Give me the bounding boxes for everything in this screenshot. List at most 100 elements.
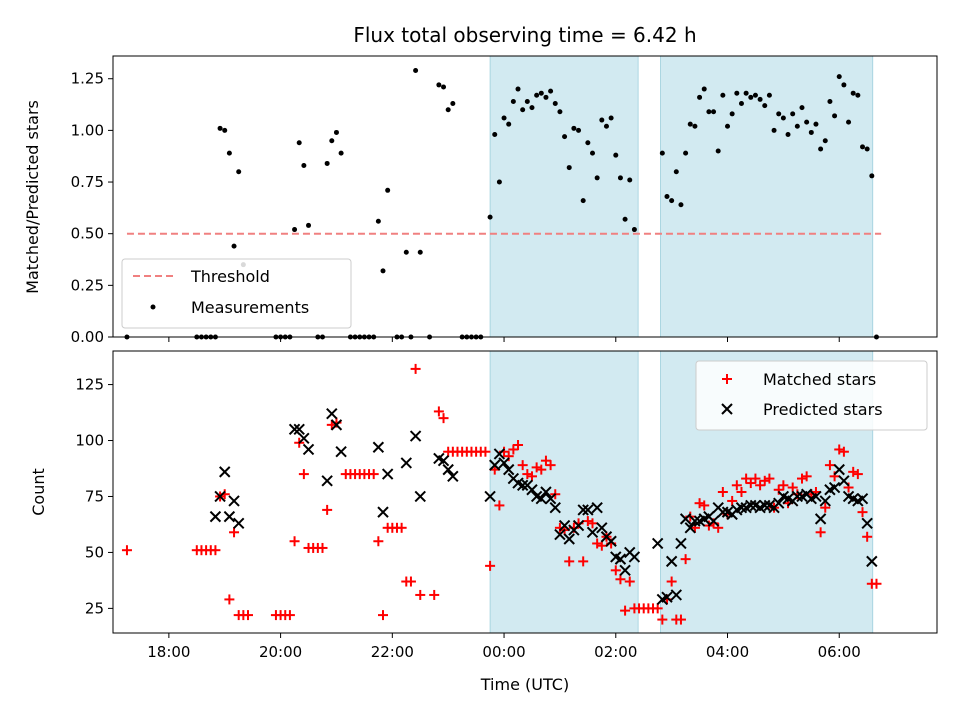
- measurement-point: [613, 152, 619, 158]
- x-tick-label: 04:00: [706, 643, 749, 661]
- measurement-point: [794, 123, 800, 129]
- predicted-stars-point: [437, 454, 450, 467]
- measurement-point: [324, 160, 330, 166]
- matched-stars-point: [801, 471, 812, 482]
- x-tick-label: 00:00: [482, 643, 525, 661]
- ratio-y-tick-label: 0.75: [71, 173, 104, 191]
- matched-stars-point: [815, 527, 826, 538]
- measurement-point: [762, 103, 768, 109]
- predicted-stars-point: [219, 466, 231, 478]
- measurement-point: [729, 111, 735, 117]
- measurement-point: [738, 101, 744, 107]
- predicted-stars-point: [679, 513, 692, 525]
- measurement-point: [217, 125, 223, 131]
- measurement-point: [580, 198, 586, 204]
- predicted-stars-point: [745, 499, 757, 512]
- measurement-point: [860, 144, 866, 150]
- predicted-stars-point: [326, 407, 338, 420]
- predicted-stars-point: [861, 517, 873, 530]
- measurements-legend-label: Measurements: [191, 298, 309, 317]
- predicted-stars-point: [232, 517, 245, 530]
- matched-stars-point: [522, 469, 533, 480]
- matched-stars-point: [433, 406, 444, 417]
- predicted-stars-point: [228, 495, 240, 507]
- measurement-point: [725, 123, 731, 129]
- measurement-point: [375, 218, 381, 224]
- matched-stars-point: [694, 498, 705, 509]
- predicted-legend-x: [721, 403, 733, 415]
- predicted-stars-point: [484, 490, 496, 503]
- matched-stars-point: [736, 487, 747, 497]
- matched-stars-point: [210, 545, 221, 556]
- predicted-stars-point: [661, 591, 673, 603]
- measurement-point: [832, 113, 838, 119]
- predicted-stars-point: [619, 564, 631, 577]
- measurement-point: [631, 227, 637, 233]
- measurement-point: [557, 109, 563, 115]
- matched-stars-point: [540, 455, 551, 466]
- measurement-point: [771, 127, 777, 133]
- matched-stars-point: [592, 538, 603, 549]
- measurement-point: [487, 214, 493, 220]
- predicted-stars-point: [577, 504, 589, 516]
- matched-stars-point: [852, 469, 863, 480]
- measurement-point: [804, 119, 810, 125]
- matched-stars-point: [284, 610, 295, 621]
- measurement-point: [450, 101, 456, 107]
- measurement-point: [236, 169, 242, 175]
- measurement-point: [790, 111, 796, 117]
- measurement-point: [627, 177, 633, 183]
- matched-stars-point: [834, 444, 845, 455]
- measurement-point: [687, 121, 693, 127]
- measurement-point: [711, 109, 717, 115]
- matched-stars-point: [741, 473, 752, 484]
- measurement-point: [785, 132, 791, 138]
- predicted-stars-point: [498, 457, 510, 469]
- measurement-point: [813, 121, 819, 127]
- measurement-point: [715, 148, 721, 154]
- predicted-stars-point: [414, 490, 426, 503]
- matched-stars-point: [838, 446, 849, 457]
- predicted-stars-point: [321, 475, 333, 487]
- measurement-point: [776, 111, 782, 117]
- matched-legend-marker: [722, 374, 732, 384]
- matched-stars-point: [405, 576, 416, 587]
- measurement-point: [799, 105, 805, 111]
- ratio-y-tick-label: 0.00: [71, 328, 104, 346]
- predicted-stars-point: [330, 419, 343, 431]
- matched-stars-point: [796, 473, 807, 484]
- matched-stars-point: [820, 502, 831, 513]
- measurement-point: [510, 98, 516, 104]
- matched-stars-point: [121, 545, 132, 556]
- matched-stars-point: [545, 460, 556, 471]
- measurement-point: [864, 146, 870, 152]
- x-tick-label: 22:00: [371, 643, 414, 661]
- measurement-point: [413, 67, 419, 73]
- predicted-stars-point: [605, 535, 617, 547]
- measurement-point: [333, 129, 339, 135]
- measurement-point: [492, 132, 498, 138]
- measurement-point: [496, 179, 502, 185]
- measurement-point: [562, 134, 568, 140]
- matched-stars-point: [317, 542, 328, 553]
- predicted-stars-point: [223, 510, 236, 523]
- matched-stars-point: [578, 556, 589, 567]
- measurement-point: [529, 105, 535, 111]
- measurement-point: [445, 107, 451, 113]
- measurement-point: [417, 249, 423, 255]
- measurement-point: [706, 109, 712, 115]
- predicted-stars-point: [586, 526, 599, 538]
- threshold-legend-label: Threshold: [190, 267, 270, 286]
- measurement-point: [664, 194, 670, 199]
- predicted-stars-point: [377, 506, 389, 518]
- predicted-stars-point: [540, 486, 552, 498]
- measurement-point: [534, 92, 540, 98]
- predicted-stars-point: [810, 490, 822, 503]
- predicted-stars-point: [651, 537, 664, 550]
- predicted-stars-point: [563, 533, 575, 545]
- predicted-stars-point: [596, 522, 608, 534]
- matched-stars-point: [378, 610, 389, 621]
- predicted-stars-point: [828, 481, 841, 494]
- matched-stars-point: [508, 444, 519, 455]
